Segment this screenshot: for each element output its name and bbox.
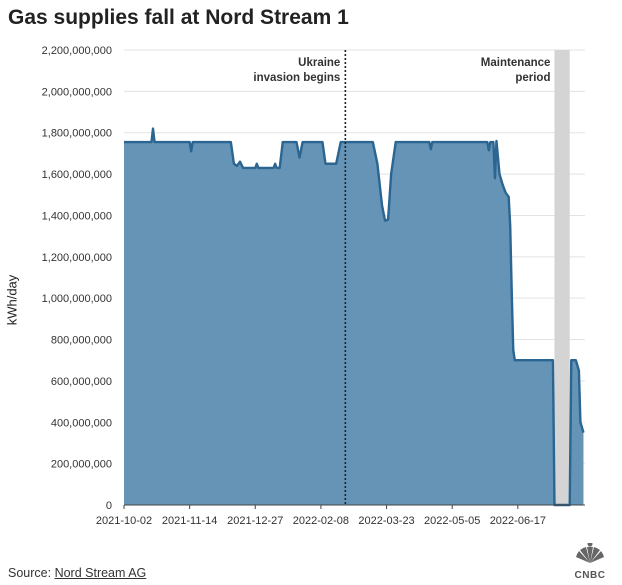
y-tick-label: 1,400,000,000: [42, 210, 112, 222]
y-tick-label: 1,000,000,000: [42, 293, 112, 305]
source-note: Source: Nord Stream AG: [8, 566, 146, 580]
x-tick-label: 2021-11-14: [162, 515, 217, 527]
invasion-label: invasion begins: [253, 72, 340, 84]
chart-title: Gas supplies fall at Nord Stream 1: [8, 6, 349, 29]
y-axis-label: kWh/day: [4, 274, 20, 326]
maintenance-label: Maintenance: [481, 57, 551, 69]
y-tick-label: 1,600,000,000: [42, 169, 112, 181]
y-tick-label: 400,000,000: [51, 417, 112, 429]
cnbc-logo-icon: CNBC: [575, 543, 606, 581]
flow-line: [124, 127, 585, 507]
source-prefix: Source:: [8, 566, 55, 580]
y-tick-label: 200,000,000: [51, 459, 112, 471]
logo-text: CNBC: [575, 570, 606, 581]
maintenance-band-layer: [554, 50, 570, 505]
annotation-layer: Maintenance period Ukraine invasion begins: [253, 50, 550, 505]
y-tick-label: 600,000,000: [51, 376, 112, 388]
x-tick-label: 2022-05-05: [424, 515, 480, 527]
x-tick-label: 2021-12-27: [227, 515, 283, 527]
area-layer: [124, 127, 585, 507]
source-link[interactable]: Nord Stream AG: [54, 566, 147, 580]
y-tick-label: 1,800,000,000: [42, 128, 112, 140]
maintenance-band: [554, 50, 570, 505]
y-tick-label: 2,200,000,000: [42, 45, 112, 57]
y-tick-label: 0: [106, 500, 112, 512]
x-tick-label: 2022-02-08: [293, 515, 349, 527]
x-tick-label: 2022-06-17: [490, 515, 546, 527]
maintenance-label: period: [515, 72, 550, 84]
flow-area: [124, 128, 584, 505]
y-tick-label: 1,200,000,000: [42, 252, 112, 264]
x-tick-label: 2022-03-23: [358, 515, 414, 527]
y-axis: 0 200,000,000 400,000,000 600,000,000 800,00…: [42, 45, 112, 512]
x-axis: 2021-10-02 2021-11-14 2021-12-27 2022-02-08…: [96, 504, 585, 527]
x-tick-label: 2021-10-02: [96, 515, 152, 527]
y-tick-label: 800,000,000: [51, 335, 112, 347]
invasion-label: Ukraine: [298, 57, 340, 69]
y-tick-label: 2,000,000,000: [42, 86, 112, 98]
